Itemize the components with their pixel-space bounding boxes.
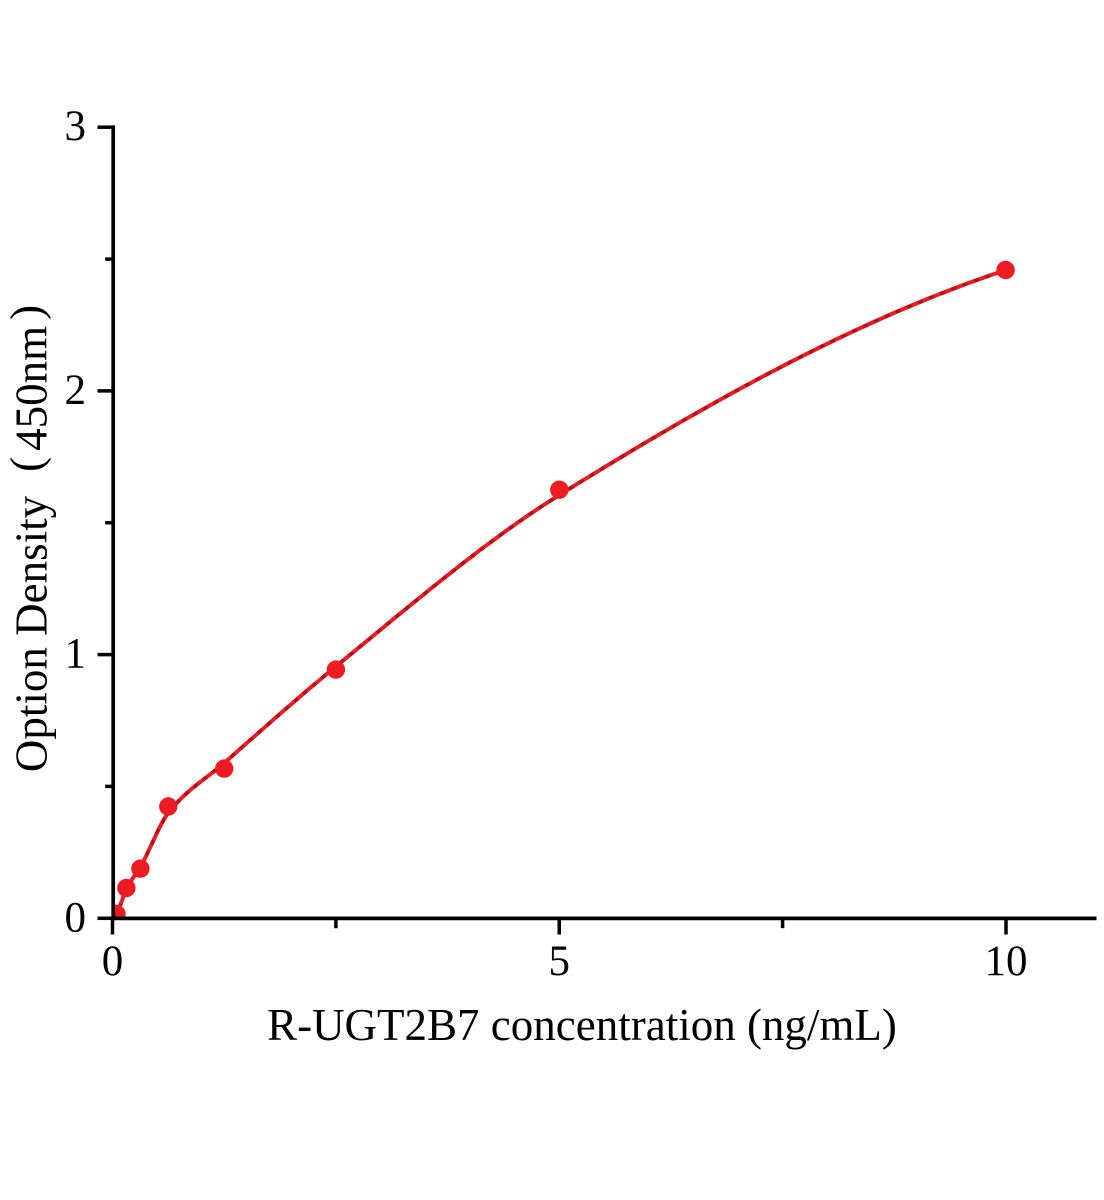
svg-text:2: 2 [65,367,87,414]
svg-text:10: 10 [985,938,1028,985]
svg-text:1: 1 [65,631,87,678]
svg-text:0: 0 [65,894,87,941]
svg-text:3: 3 [65,103,87,150]
svg-text:R-UGT2B7 concentration (ng/mL): R-UGT2B7 concentration (ng/mL) [267,1000,897,1050]
svg-text:Option Density(450nm): Option Density(450nm) [2,305,57,772]
svg-text:0: 0 [102,938,124,985]
svg-text:5: 5 [549,938,571,985]
